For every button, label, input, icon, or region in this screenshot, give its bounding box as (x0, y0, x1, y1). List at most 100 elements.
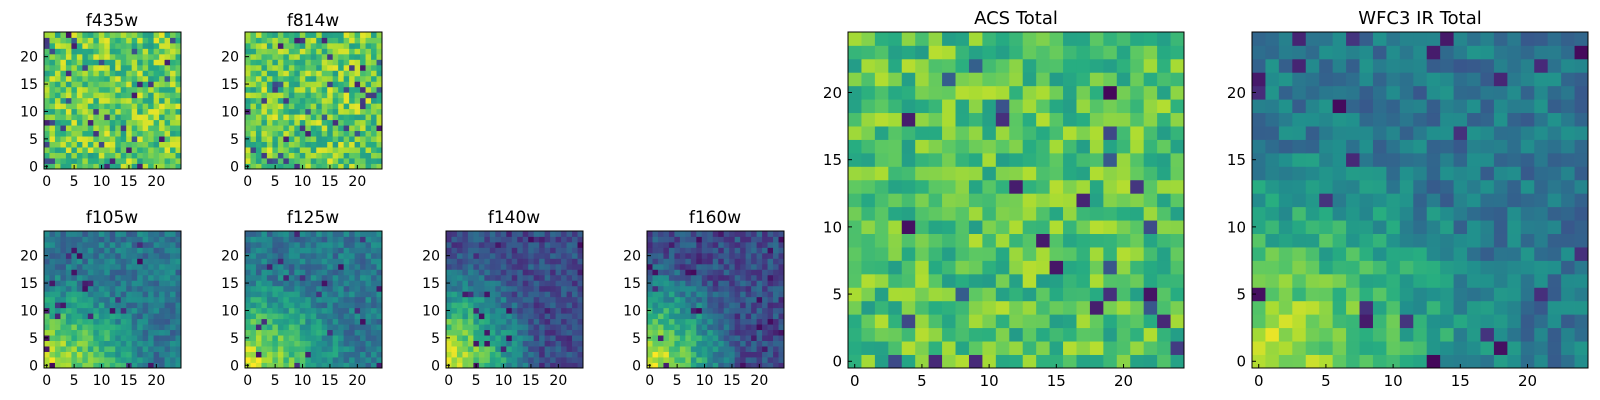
heatmap-cell (467, 285, 474, 292)
heatmap-cell (506, 263, 513, 270)
heatmap-cell (87, 42, 94, 49)
heatmap-cell (332, 252, 339, 259)
heatmap-cell (1130, 314, 1145, 329)
heatmap-cell (1278, 287, 1293, 302)
heatmap-cell (1265, 166, 1280, 181)
heatmap-cell (120, 119, 127, 126)
heatmap-cell (98, 130, 105, 137)
heatmap-cell (49, 252, 56, 259)
heatmap-cell (250, 340, 257, 347)
heatmap-cell (142, 53, 149, 60)
heatmap-cell (1009, 206, 1024, 221)
heatmap-cell (874, 139, 889, 154)
heatmap-cell (164, 119, 171, 126)
heatmap-cell (71, 302, 78, 309)
heatmap-cell (65, 81, 72, 88)
heatmap-cell (982, 341, 997, 355)
heatmap-cell (1386, 152, 1401, 167)
heatmap-cell (126, 103, 133, 110)
heatmap-cell (1252, 233, 1266, 248)
heatmap-cell (321, 318, 328, 325)
heatmap-cell (685, 291, 692, 298)
heatmap-cell (283, 285, 290, 292)
heatmap-cell (266, 147, 273, 153)
heatmap-cell (1116, 85, 1131, 100)
heatmap-cell (164, 335, 171, 341)
heatmap-cell (685, 362, 692, 369)
heatmap-cell (756, 269, 763, 276)
heatmap-cell (1063, 341, 1077, 355)
heatmap-cell (712, 291, 719, 298)
heatmap-cell (255, 285, 262, 292)
heatmap-cell (65, 152, 72, 159)
heatmap-cell (778, 313, 785, 320)
heatmap-cell (299, 141, 306, 148)
heatmap-cell (98, 97, 105, 104)
heatmap-cell (371, 42, 377, 49)
heatmap-cell (1049, 327, 1064, 342)
heatmap-cell (888, 166, 903, 181)
heatmap-cell (245, 92, 251, 99)
heatmap-cell (555, 302, 562, 309)
heatmap-cell (647, 274, 653, 281)
heatmap-cell (98, 296, 105, 303)
heatmap-cell (1359, 152, 1374, 167)
heatmap-cell (652, 252, 659, 259)
heatmap-cell (294, 247, 301, 254)
heatmap-cell (1372, 327, 1387, 342)
heatmap-cell (170, 335, 176, 341)
heatmap-cell (1346, 193, 1360, 208)
heatmap-cell (1076, 273, 1091, 288)
heatmap-cell (690, 285, 697, 292)
heatmap-cell (1049, 193, 1064, 208)
heatmap-cell (982, 300, 997, 315)
heatmap-cell (561, 313, 567, 320)
heatmap-cell (995, 99, 1010, 114)
heatmap-cell (316, 37, 323, 44)
heatmap-cell (679, 302, 686, 309)
heatmap-cell (848, 126, 862, 140)
heatmap-cell (915, 58, 930, 73)
heatmap-cell (371, 335, 377, 341)
heatmap-cell (153, 269, 160, 276)
heatmap-cell (131, 307, 138, 314)
heatmap-cell (740, 291, 747, 298)
heatmap-cell (277, 37, 284, 44)
heatmap-cell (327, 263, 334, 270)
heatmap-cell (657, 313, 664, 320)
heatmap-cell (467, 329, 474, 336)
heatmap-cell (49, 152, 56, 159)
heatmap-cell (71, 32, 78, 38)
heatmap-cell (1157, 58, 1171, 73)
heatmap-cell (550, 346, 556, 352)
heatmap-cell (360, 247, 366, 254)
heatmap-cell (44, 70, 50, 77)
heatmap-cell (861, 32, 876, 46)
heatmap-cell (740, 236, 747, 243)
heatmap-cell (349, 147, 355, 153)
heatmap-cell (1440, 152, 1454, 167)
heatmap-cell (901, 354, 916, 369)
heatmap-cell (1413, 233, 1428, 248)
heatmap-cell (566, 340, 573, 347)
heatmap-cell (1467, 273, 1481, 288)
heatmap-cell (142, 136, 149, 142)
heatmap-cell (451, 258, 458, 265)
heatmap-cell (175, 324, 182, 331)
heatmap-cell (54, 59, 61, 66)
heatmap-cell (861, 152, 876, 167)
heatmap-cell (277, 130, 284, 137)
heatmap-cell (577, 231, 584, 237)
heatmap-cell (701, 252, 708, 259)
heatmap-cell (446, 291, 452, 298)
heatmap-cell (255, 130, 262, 137)
heatmap-cell (982, 327, 997, 342)
heatmap-cell (316, 103, 323, 110)
heatmap-cell (1520, 354, 1535, 369)
heatmap-cell (707, 313, 714, 320)
heatmap-cell (137, 302, 144, 309)
heatmap-cell (1076, 193, 1091, 208)
heatmap-cell (1440, 300, 1454, 315)
heatmap-cell (561, 346, 567, 352)
